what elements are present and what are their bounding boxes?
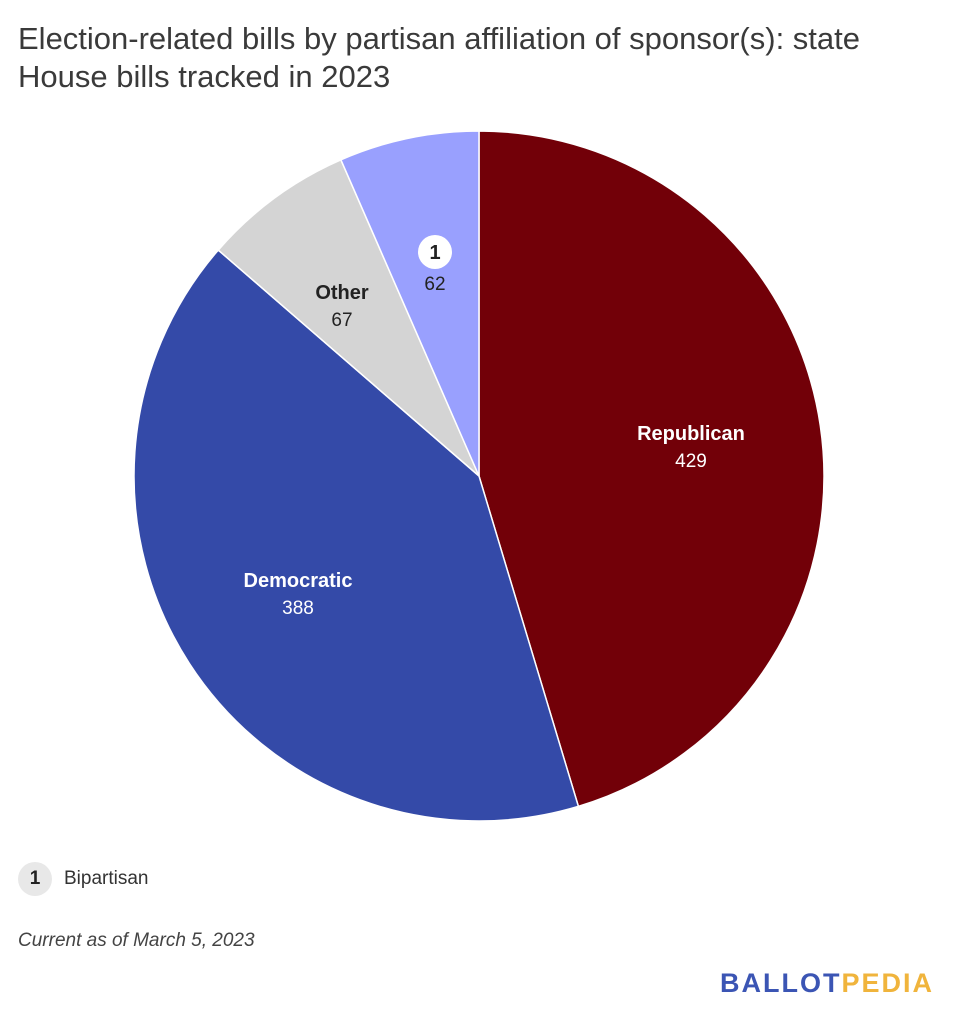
slice-value-republican: 429 [675,451,707,472]
slice-label-democratic: Democratic [244,570,353,592]
date-note: Current as of March 5, 2023 [18,930,255,951]
footnote-marker: 1 [18,862,52,896]
ballotpedia-logo: BALLOTPEDIA [720,968,934,999]
slice-label-other: Other [315,282,369,304]
pie-slice-republican [478,130,825,808]
slice-value-democratic: 388 [282,598,314,619]
footnote-badge [418,235,452,269]
pie-slice-democratic [133,249,580,822]
slice-label-1: 1 [429,242,440,264]
logo-part-pedia: PEDIA [841,968,934,998]
pie-slice-other [217,158,480,477]
footnote-text: Bipartisan [64,868,149,889]
pie-slice-1 [339,130,480,477]
logo-part-ballot: BALLOT [719,968,842,998]
chart-title: Election-related bills by partisan affil… [18,21,861,94]
slice-value-other: 67 [331,310,352,331]
slice-label-republican: Republican [637,423,745,445]
footnote: 1 Bipartisan [18,862,149,896]
slice-value-1: 62 [424,274,445,295]
